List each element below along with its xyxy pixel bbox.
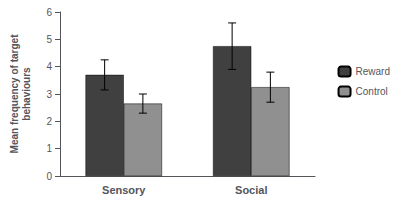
svg-text:Social: Social xyxy=(235,184,267,196)
svg-text:1: 1 xyxy=(46,143,52,154)
svg-text:Reward: Reward xyxy=(356,66,390,77)
svg-text:behaviours: behaviours xyxy=(21,67,32,121)
svg-text:Mean frequency of target: Mean frequency of target xyxy=(9,34,20,154)
svg-text:0: 0 xyxy=(46,171,52,182)
svg-text:5: 5 xyxy=(46,34,52,45)
svg-text:2: 2 xyxy=(46,116,52,127)
svg-text:4: 4 xyxy=(46,61,52,72)
svg-text:Sensory: Sensory xyxy=(102,184,146,196)
svg-text:Control: Control xyxy=(356,86,388,97)
svg-text:6: 6 xyxy=(46,7,52,18)
svg-text:3: 3 xyxy=(46,89,52,100)
